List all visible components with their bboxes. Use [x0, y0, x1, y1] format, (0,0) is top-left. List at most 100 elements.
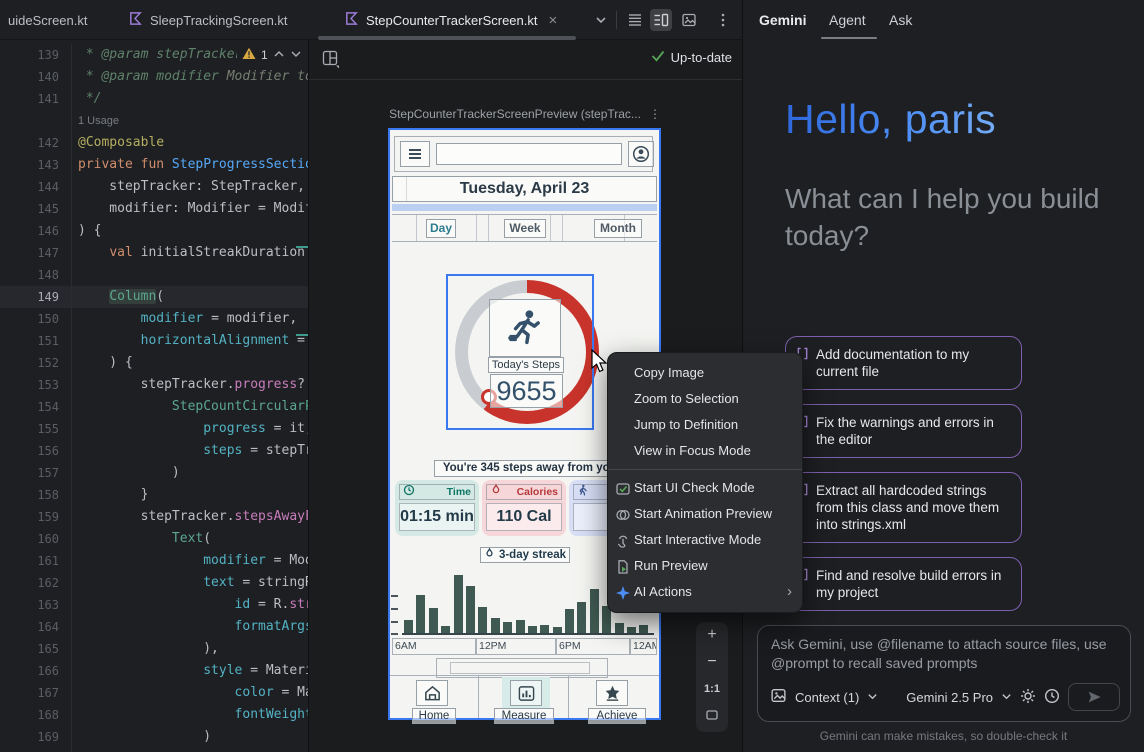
axis-tick [391, 608, 398, 610]
code-line: 149 Column( [0, 286, 308, 308]
context-selector[interactable]: Context (1) [795, 689, 860, 705]
tab-guidescreen[interactable]: uideScreen.kt [0, 0, 96, 40]
menu-item-ai-actions[interactable]: AI Actions › [608, 579, 802, 605]
tab-agent[interactable]: Agent [829, 12, 866, 28]
suggestion-chip[interactable]: Fix the warnings and errors in the edito… [785, 404, 1022, 458]
inspection-widget[interactable]: 1 [237, 45, 307, 65]
code-line: 166 style = Materia [0, 660, 308, 682]
code-line: 144 stepTracker: StepTracker, [0, 176, 308, 198]
menu-item-view-in-focus-mode[interactable]: View in Focus Mode [608, 438, 802, 464]
history-clock-icon[interactable] [1044, 688, 1060, 707]
account-icon[interactable] [628, 141, 654, 167]
greeting-subtitle: What can I help you build today? [785, 183, 1100, 251]
calories-card: Calories 110 Cal [482, 480, 566, 536]
line-number: 153 [0, 374, 72, 396]
interactive-icon [615, 532, 631, 548]
tab-ask[interactable]: Ask [889, 12, 913, 28]
chart-bar [552, 627, 562, 633]
preview-title[interactable]: StepCounterTrackerScreenPreview (stepTra… [389, 107, 662, 121]
flame-icon [490, 483, 502, 501]
tab-scrollbar-thumb[interactable] [318, 36, 576, 40]
measure-icon[interactable] [510, 680, 542, 706]
model-selector[interactable]: Gemini 2.5 Pro [906, 689, 993, 705]
menu-item-zoom-to-selection[interactable]: Zoom to Selection [608, 386, 802, 412]
split-view-icon[interactable] [650, 9, 672, 31]
code-line: 170 ) [0, 748, 308, 752]
divider [476, 215, 477, 241]
usage-inlay[interactable]: 1 Usage [0, 110, 308, 132]
inspection-mark [296, 246, 308, 248]
compose-preview-panel: Up-to-date StepCounterTrackerScreenPrevi… [308, 40, 742, 752]
divider [562, 215, 563, 241]
tab-sleeptrackingscreen[interactable]: SleepTrackingScreen.kt [120, 0, 296, 40]
placeholder-box [450, 662, 590, 674]
gemini-input-box[interactable]: Ask Gemini, use @filename to attach sour… [757, 625, 1131, 722]
line-number: 156 [0, 440, 72, 462]
gemini-disclaimer: Gemini can make mistakes, so double-chec… [819, 729, 1068, 743]
achieve-icon[interactable] [596, 680, 628, 706]
status-text: Up-to-date [670, 50, 732, 65]
line-number: 144 [0, 176, 72, 198]
suggestion-chip[interactable]: Find and resolve build errors in my proj… [785, 557, 1022, 611]
code-view-icon[interactable] [624, 9, 646, 31]
code-line: 167 color = Mat [0, 682, 308, 704]
menu-item-run-preview[interactable]: Run Preview [608, 553, 802, 579]
search-input[interactable] [436, 143, 622, 165]
attach-image-icon[interactable] [770, 687, 787, 707]
chart-bar [527, 626, 537, 633]
zoom-to-fit-icon[interactable] [705, 708, 719, 727]
tab-stepcountertrackerscreen[interactable]: StepCounterTrackerScreen.kt × [336, 0, 565, 40]
line-number: 162 [0, 572, 72, 594]
tab-week[interactable]: Week [504, 219, 546, 238]
menu-item-label: Start Interactive Mode [634, 532, 762, 547]
prev-warning-icon[interactable] [273, 48, 285, 63]
suggestion-chip[interactable]: Extract all hardcoded strings from this … [785, 472, 1022, 543]
app-preview-frame[interactable]: Tuesday, April 23 Day Week Month Today's… [388, 128, 661, 724]
menu-item-start-animation-preview[interactable]: Start Animation Preview [608, 501, 802, 527]
zoom-actual-size-button[interactable]: 1:1 [704, 682, 720, 695]
home-icon[interactable] [416, 680, 448, 706]
zoom-in-button[interactable]: + [707, 626, 717, 644]
preview-layout-icon[interactable] [321, 49, 343, 71]
mouse-cursor [591, 348, 609, 380]
tab-day[interactable]: Day [426, 219, 456, 238]
tab-options-kebab-icon[interactable] [712, 9, 734, 31]
tab-month[interactable]: Month [594, 219, 642, 238]
zoom-out-button[interactable]: − [707, 653, 717, 671]
chart-bar [577, 602, 587, 633]
code-editor[interactable]: 139 * @param stepTracker Ste 140 * @param… [0, 40, 308, 752]
preview-kebab-icon[interactable]: ⋮ [648, 107, 662, 121]
chart-bar [540, 625, 550, 633]
settings-gear-icon[interactable] [1020, 688, 1036, 707]
nav-label-home: Home [412, 708, 456, 724]
preview-image-icon[interactable] [678, 9, 700, 31]
steps-away-message: You're 345 steps away from your [434, 460, 630, 477]
close-tab-icon[interactable]: × [548, 11, 558, 29]
line-number: 170 [0, 748, 72, 752]
x-tick-label: 6PM [556, 638, 630, 655]
chevron-down-icon [867, 690, 878, 705]
line-number: 159 [0, 506, 72, 528]
line-number: 139 [0, 44, 72, 66]
menu-button[interactable] [400, 141, 430, 167]
gemini-input-placeholder[interactable]: Ask Gemini, use @filename to attach sour… [771, 636, 1107, 671]
menu-item-jump-to-definition[interactable]: Jump to Definition [608, 412, 802, 438]
streak-badge: 3-day streak [480, 547, 570, 563]
menu-item-start-ui-check-mode[interactable]: Start UI Check Mode [608, 475, 802, 501]
menu-item-label: Start UI Check Mode [634, 480, 755, 495]
next-warning-icon[interactable] [290, 48, 302, 63]
kotlin-file-icon [128, 11, 143, 29]
divider [390, 675, 659, 676]
line-number: 142 [0, 132, 72, 154]
menu-item-start-interactive-mode[interactable]: Start Interactive Mode [608, 527, 802, 553]
chart-bar [441, 626, 451, 633]
menu-item-copy-image[interactable]: Copy Image [608, 360, 802, 386]
send-button[interactable] [1068, 683, 1120, 711]
tab-list-chevron-icon[interactable] [590, 9, 612, 31]
gemini-panel: Gemini Agent Ask Hello, paris What can I… [742, 0, 1144, 752]
chart-bar [404, 620, 413, 633]
editor-tab-bar: uideScreen.kt SleepTrackingScreen.kt Ste… [0, 0, 742, 40]
steps-count: 9655 [490, 374, 563, 408]
code-line: 157 ) [0, 462, 308, 484]
suggestion-chip[interactable]: Add documentation to my current file [785, 336, 1022, 390]
